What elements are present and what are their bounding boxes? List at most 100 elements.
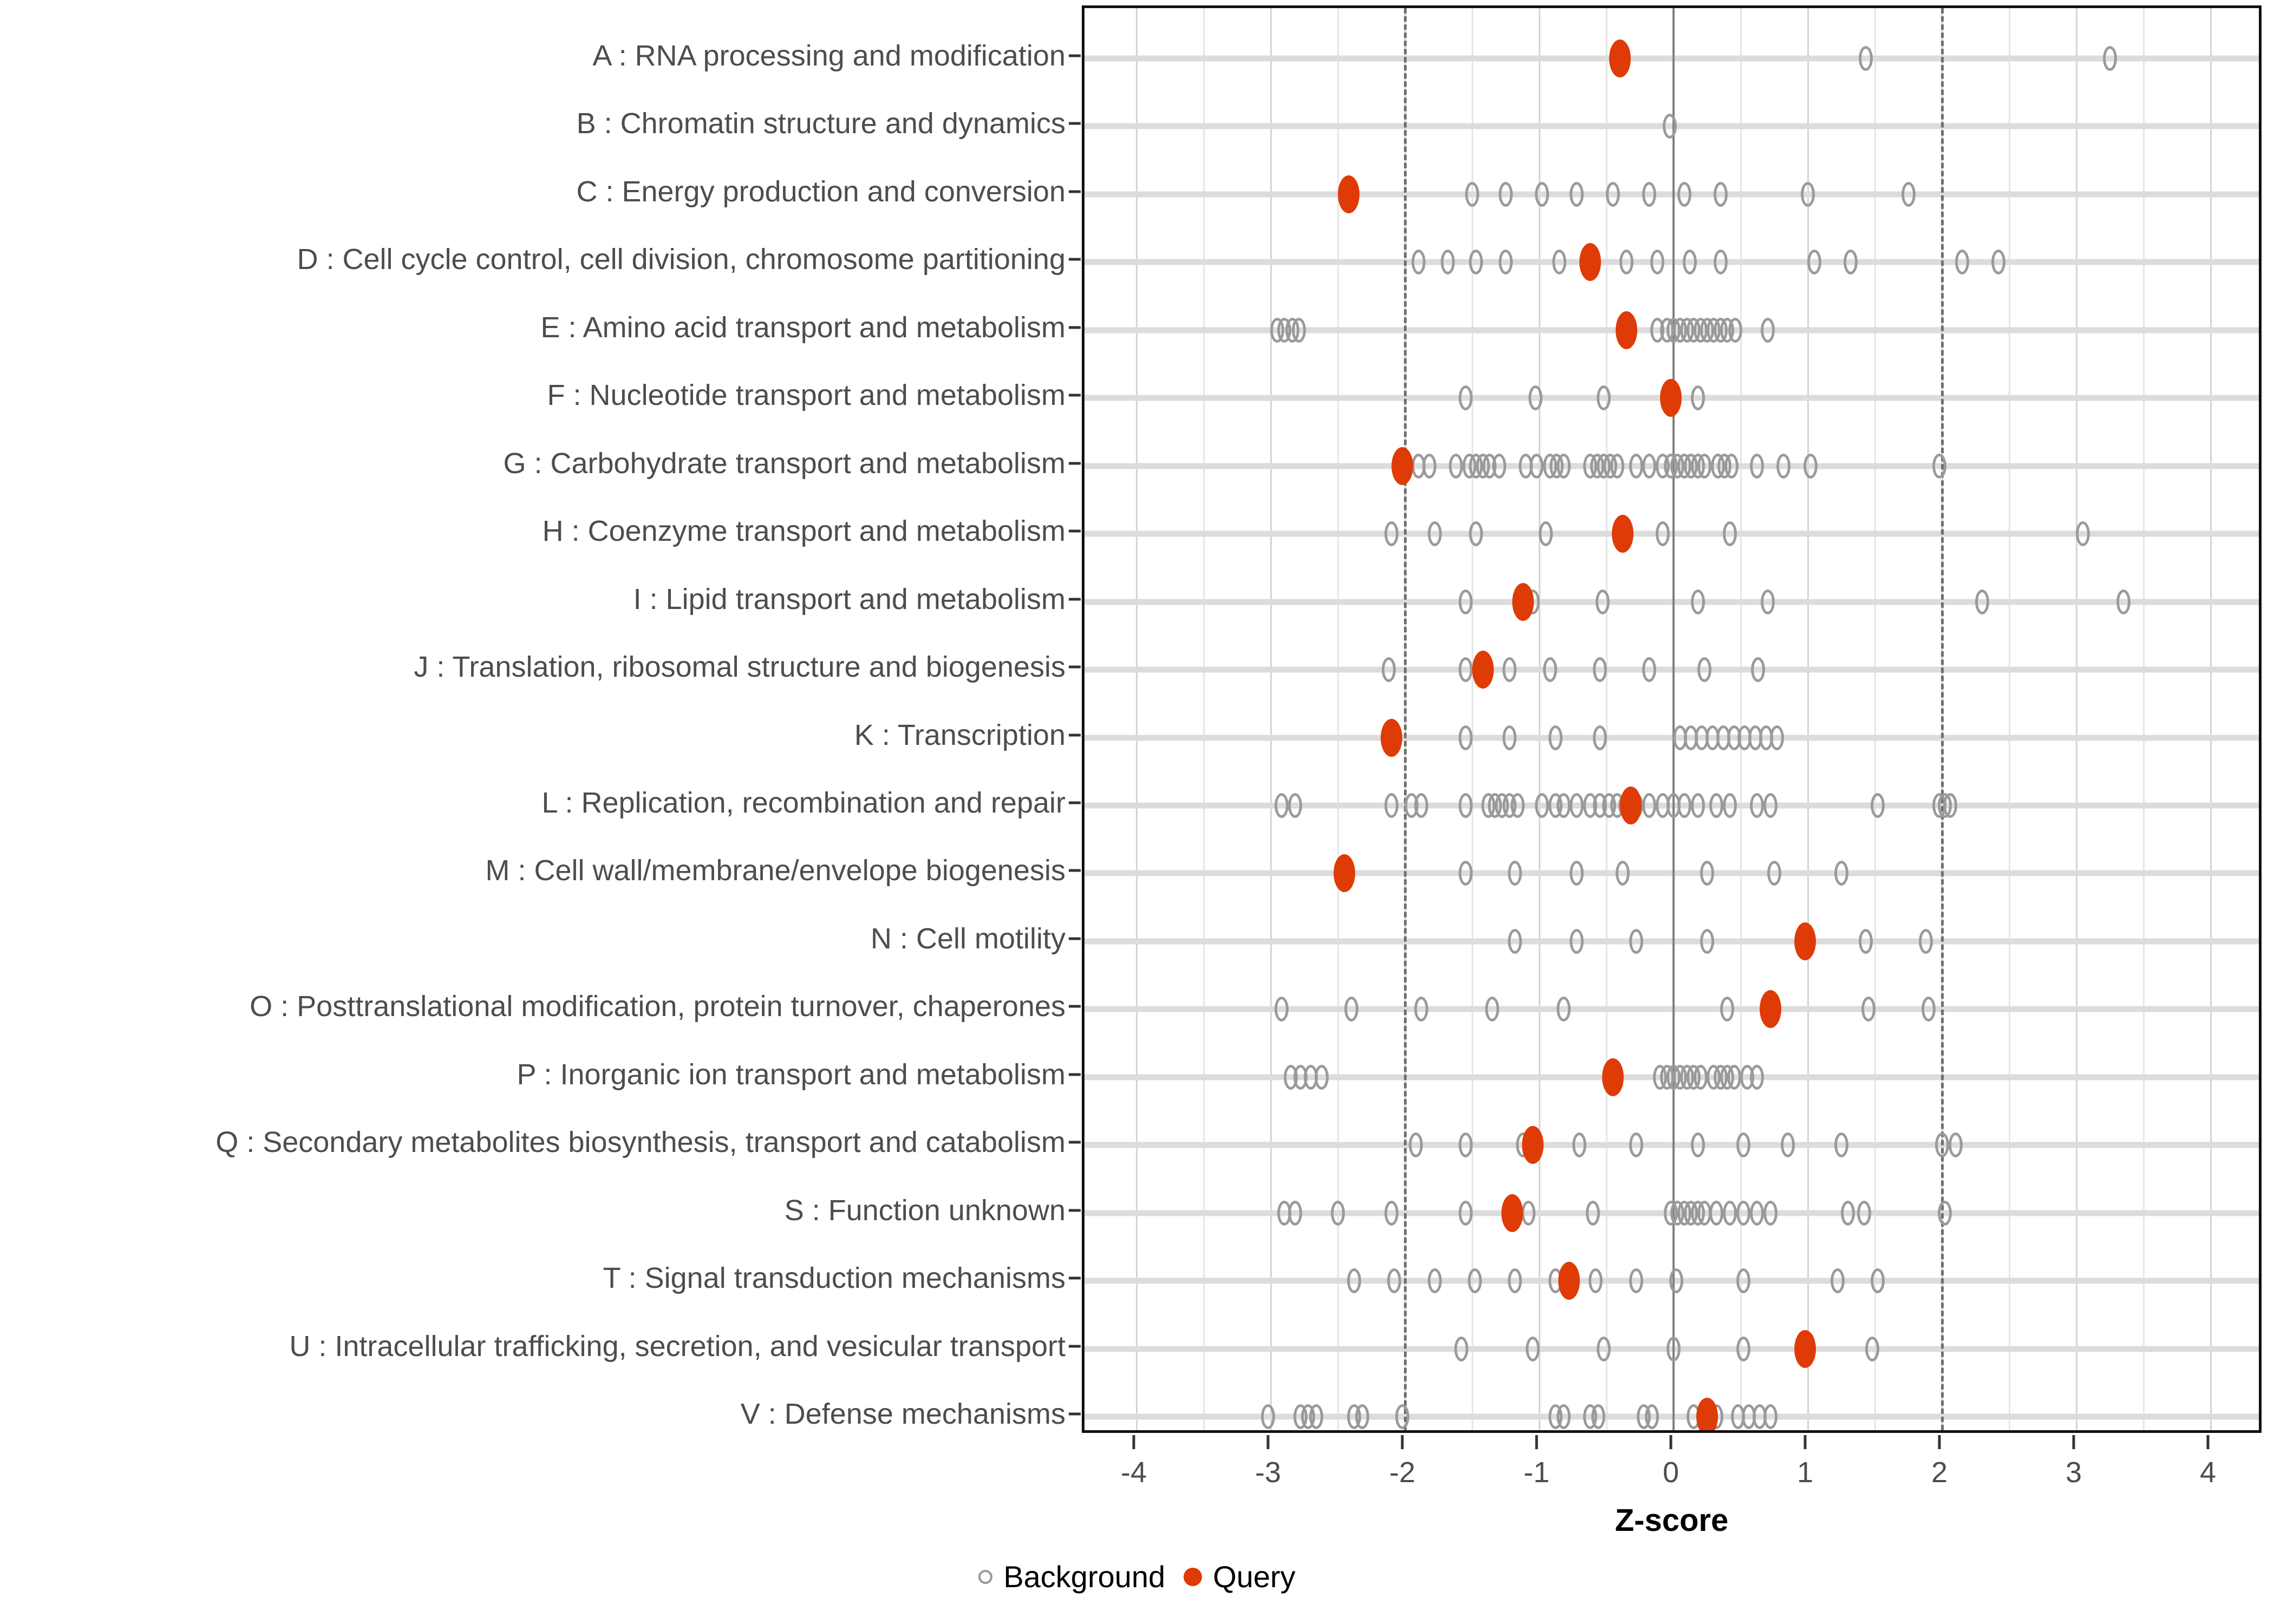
background-point — [1834, 1132, 1848, 1158]
background-point — [1384, 1200, 1399, 1226]
background-point — [1991, 250, 2006, 275]
background-point — [1395, 1404, 1410, 1429]
background-point — [1458, 861, 1473, 886]
gridline-minor — [1471, 8, 1473, 1430]
y-axis-tick — [1069, 1073, 1081, 1076]
background-point — [1449, 453, 1463, 479]
background-point — [1543, 657, 1557, 683]
background-point — [1865, 1336, 1880, 1361]
query-point — [1472, 651, 1494, 689]
x-axis-tick-label: 1 — [1796, 1456, 1814, 1489]
background-point — [1274, 793, 1289, 818]
background-point — [1355, 1404, 1369, 1429]
row-gridline — [1084, 259, 2259, 265]
legend-label: Background — [1003, 1560, 1166, 1594]
y-axis-tick — [1069, 529, 1081, 533]
background-point — [1288, 793, 1302, 818]
x-axis-tick-label: 4 — [2199, 1456, 2217, 1489]
background-point — [1331, 1200, 1345, 1226]
background-point — [1508, 928, 1522, 954]
y-axis-tick — [1069, 258, 1081, 261]
background-point — [1723, 1200, 1737, 1226]
background-point — [1508, 1268, 1522, 1294]
background-point — [1858, 46, 1873, 71]
background-point — [1485, 997, 1500, 1022]
y-axis-tick-label: N : Cell motility — [870, 922, 1066, 955]
query-point — [1602, 1058, 1624, 1096]
x-axis-tick — [1938, 1435, 1941, 1449]
y-axis-tick-label: O : Posttranslational modification, prot… — [250, 990, 1066, 1023]
background-point — [1597, 1336, 1611, 1361]
background-point — [1629, 1132, 1643, 1158]
background-point — [1414, 793, 1428, 818]
background-point — [1411, 250, 1426, 275]
background-point — [1502, 657, 1517, 683]
background-point — [1645, 1404, 1659, 1429]
y-axis-tick — [1069, 665, 1081, 669]
background-point — [1667, 1336, 1681, 1361]
background-point — [1629, 453, 1643, 479]
background-point — [2076, 521, 2090, 547]
background-point — [1427, 521, 1442, 547]
background-point — [1592, 657, 1607, 683]
background-point — [1499, 181, 1513, 207]
x-axis-tick-label: 3 — [2065, 1456, 2082, 1489]
background-point — [1749, 793, 1764, 818]
chart-legend: Background Query — [0, 1559, 2274, 1594]
x-axis-tick-label: -2 — [1389, 1456, 1416, 1489]
background-point — [1610, 453, 1624, 479]
background-point — [1570, 793, 1584, 818]
background-point — [1700, 861, 1714, 886]
background-point — [1572, 1132, 1587, 1158]
background-point — [1720, 997, 1735, 1022]
background-point — [1723, 521, 1737, 547]
background-point — [1713, 250, 1728, 275]
legend-item[interactable]: Query — [1184, 1559, 1296, 1594]
open-circle-icon — [978, 1569, 993, 1584]
background-point — [1521, 1200, 1536, 1226]
background-point — [1724, 453, 1739, 479]
background-point — [1469, 521, 1484, 547]
y-axis-tick-label: G : Carbohydrate transport and metabolis… — [503, 447, 1066, 480]
background-point — [1749, 453, 1764, 479]
query-point — [1759, 990, 1781, 1029]
y-axis-tick — [1069, 54, 1081, 57]
query-point — [1512, 582, 1534, 621]
background-point — [1528, 385, 1543, 411]
background-point — [2116, 589, 2131, 614]
background-point — [1382, 657, 1396, 683]
background-point — [1292, 317, 1306, 343]
background-point — [1458, 793, 1473, 818]
query-point — [1391, 447, 1414, 485]
gridline-major — [1807, 8, 1809, 1430]
background-point — [1700, 928, 1714, 954]
plot-panel — [1082, 5, 2262, 1433]
row-gridline — [1084, 870, 2259, 876]
background-point — [1592, 725, 1607, 750]
gridline-major — [1270, 8, 1272, 1430]
query-point — [1501, 1194, 1524, 1232]
background-point — [1539, 521, 1553, 547]
background-point — [1727, 1064, 1741, 1090]
background-point — [1709, 1200, 1724, 1226]
query-point — [1337, 175, 1360, 213]
gridline-minor — [1874, 8, 1876, 1430]
background-point — [1763, 793, 1778, 818]
background-point — [1422, 453, 1436, 479]
background-point — [1713, 181, 1728, 207]
background-point — [1955, 250, 1970, 275]
background-point — [1709, 793, 1724, 818]
background-point — [1427, 1268, 1442, 1294]
background-point — [1534, 181, 1549, 207]
background-point — [1548, 725, 1563, 750]
legend-item[interactable]: Background — [978, 1559, 1165, 1594]
background-point — [1857, 1200, 1872, 1226]
row-gridline — [1084, 55, 2259, 62]
x-axis-tick — [2072, 1435, 2075, 1449]
y-axis-tick-label: U : Intracellular trafficking, secretion… — [289, 1330, 1066, 1363]
background-point — [1751, 657, 1766, 683]
x-axis-tick-label: 0 — [1662, 1456, 1680, 1489]
background-point — [1556, 997, 1571, 1022]
background-point — [1870, 793, 1885, 818]
background-point — [1556, 1404, 1571, 1429]
